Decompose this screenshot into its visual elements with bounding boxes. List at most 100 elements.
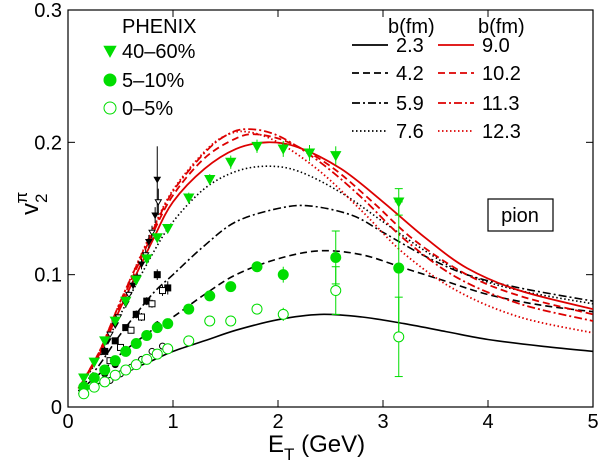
x-tick-label: 4 (482, 411, 493, 433)
legend-label-5-10: 5–10% (122, 70, 184, 92)
marker-circle-filled (251, 261, 263, 273)
x-tick-label: 0 (62, 411, 73, 433)
x-tick-label: 3 (377, 411, 388, 433)
marker-square-filled-black (153, 271, 161, 279)
annotation-box (487, 198, 554, 232)
marker-triangle-open-black (106, 331, 114, 339)
marker-triangle-down (141, 254, 153, 265)
marker-circle-open (99, 376, 111, 388)
marker-circle-filled (120, 345, 132, 357)
marker-triangle-down (120, 296, 132, 307)
marker-circle-open (225, 315, 237, 327)
marker-circle-filled (151, 322, 163, 334)
marker-triangle-down (330, 151, 342, 162)
marker-circle-filled (225, 281, 237, 293)
marker-triangle-filled-black (151, 212, 160, 220)
marker-circle-open (251, 303, 263, 315)
marker-square-filled-black (111, 337, 119, 345)
marker-square-filled-black (101, 347, 109, 355)
marker-square-open-black (148, 300, 156, 308)
marker-circle-open (103, 101, 117, 115)
curve-b-4-2 (78, 249, 593, 392)
y-tick-label: 0.2 (34, 132, 62, 154)
marker-circle-filled (88, 372, 100, 384)
marker-triangle-down (109, 316, 121, 327)
legend-label-b-2-3: 2.3 (396, 35, 424, 57)
marker-triangle-down (78, 373, 90, 384)
marker-triangle-open-black (154, 199, 163, 206)
marker-circle-filled (141, 330, 153, 342)
axis-ticks: 0 1 2 3 4 5 0 0.1 0.2 0.3 (34, 0, 598, 433)
legend-label-b-11-3: 11.3 (482, 93, 519, 115)
marker-circle-open (109, 369, 121, 381)
legend: PHENIX b(fm) b(fm) 40–60% 5–10% 0–5% 2.3 4.2… (103, 16, 525, 143)
marker-triangle-down (88, 357, 100, 368)
marker-triangle-filled-black (137, 261, 146, 269)
marker-triangle-filled-black (144, 238, 153, 246)
marker-triangle-down (162, 223, 174, 235)
marker-triangle-down (99, 336, 111, 347)
legend-label-40-60: 40–60% (122, 41, 196, 63)
marker-circle-filled (130, 337, 142, 349)
marker-circle-open (130, 359, 142, 371)
marker-circle-filled (103, 73, 117, 87)
marker-circle-open (393, 331, 405, 343)
marker-triangle-down (303, 148, 316, 159)
legend-data-title: PHENIX (122, 16, 196, 38)
plot-frame (67, 9, 594, 408)
marker-triangle-down (103, 45, 117, 58)
marker-circle-open (88, 381, 100, 393)
legend-label-0-5: 0–5% (122, 98, 173, 120)
curve-b-12-3 (77, 130, 593, 389)
legend-label-b-9-0: 9.0 (482, 35, 510, 57)
marker-circle-open (277, 308, 289, 320)
y-axis-title: v2π (12, 192, 51, 215)
marker-circle-filled (183, 303, 195, 315)
legend-b-title-1: b(fm) (388, 16, 435, 38)
marker-circle-open (78, 388, 90, 400)
marker-triangle-down (204, 174, 216, 186)
curve-b-11-3 (77, 128, 593, 389)
x-tick-label: 2 (272, 411, 283, 433)
marker-triangle-filled-black (153, 176, 162, 184)
marker-triangle-open-black (148, 229, 156, 237)
legend-b-title-2: b(fm) (478, 16, 525, 38)
marker-circle-open (162, 343, 174, 355)
marker-circle-filled (204, 290, 216, 302)
marker-triangle-down (277, 144, 289, 155)
x-tick-label: 1 (167, 411, 178, 433)
marker-circle-open (330, 285, 342, 297)
marker-triangle-down (183, 193, 195, 204)
legend-label-b-4-2: 4.2 (396, 63, 424, 85)
marker-circle-filled (277, 269, 289, 281)
marker-triangle-down (130, 275, 142, 286)
marker-circle-filled (99, 364, 111, 376)
marker-square-open-black (127, 326, 135, 334)
legend-label-b-10-2: 10.2 (482, 63, 521, 85)
legend-label-b-7-6: 7.6 (396, 121, 424, 143)
marker-square-open-black (159, 287, 166, 295)
y-tick-label: 0.1 (34, 265, 62, 287)
marker-triangle-filled-black (129, 282, 137, 290)
marker-circle-filled (109, 355, 121, 367)
curve-b-9-0 (77, 141, 593, 389)
marker-circle-open (151, 348, 163, 360)
curve-b-5-9 (77, 204, 593, 392)
x-axis-title: ET (GeV) (268, 431, 365, 464)
marker-triangle-down (225, 157, 237, 169)
legend-label-b-5-9: 5.9 (396, 93, 424, 115)
legend-label-b-12-3: 12.3 (482, 121, 521, 143)
x-tick-label: 5 (587, 411, 598, 433)
y-tick-label: 0.3 (34, 0, 62, 22)
marker-circle-open (141, 353, 153, 365)
marker-circle-filled (393, 262, 405, 274)
marker-triangle-open-black (125, 291, 133, 299)
marker-square-open-black (138, 313, 145, 321)
marker-circle-open (183, 335, 195, 347)
annotation-label: pion (501, 205, 539, 227)
data-points (78, 139, 405, 400)
marker-triangle-down (251, 141, 263, 153)
marker-circle-filled (330, 251, 342, 263)
y-tick-label: 0 (51, 397, 62, 419)
